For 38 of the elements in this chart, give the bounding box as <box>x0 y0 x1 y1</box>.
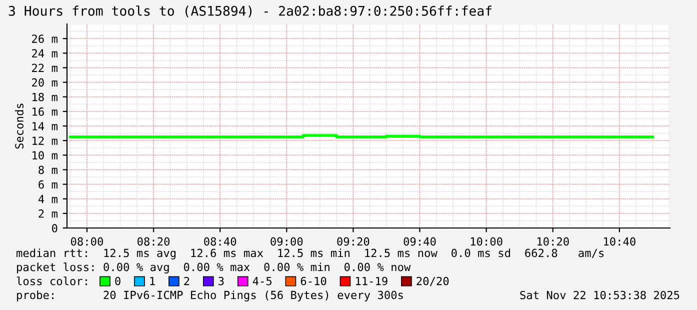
y-axis-title: Seconds <box>14 104 24 149</box>
legend-label: 6-10 <box>300 276 326 286</box>
text: Sat Nov 22 10:53:38 2025 <box>520 290 680 300</box>
y-tick-label: 4 m <box>38 195 58 204</box>
y-tick-label: 16 m <box>32 107 58 116</box>
y-tick-label: 26 m <box>32 34 58 43</box>
y-tick-label: 0 <box>52 224 58 232</box>
y-tick-label: 6 m <box>38 180 58 189</box>
x-tick-label: 09:20 <box>337 237 370 246</box>
x-tick-label: 10:00 <box>470 237 502 246</box>
legend-label: 2 <box>184 276 190 286</box>
x-tick-label: 09:40 <box>404 237 436 246</box>
legend-label: 0 <box>115 276 120 286</box>
legend-label: 20/20 <box>416 276 449 286</box>
y-tick-label: 8 m <box>38 166 58 174</box>
y-tick-label: 20 m <box>32 78 58 87</box>
text: packet loss: 0.00 % avg 0.00 % max 0.00 % min 0.00 % now <box>17 262 411 274</box>
x-tick-label: 10:20 <box>537 237 569 246</box>
y-tick-label: 24 m <box>32 49 58 58</box>
y-tick-label: 14 m <box>32 122 58 130</box>
legend-label: 4-5 <box>252 276 272 286</box>
text: median rtt: 12.5 ms avg 12.6 ms max 12.5 ms min 12.5 ms now 0.0 ms sd 662.8 am/s <box>16 248 604 260</box>
x-tick-label: 10:40 <box>604 237 636 246</box>
y-tick-label: 10 m <box>32 151 58 160</box>
y-tick-label: 12 m <box>32 136 58 145</box>
y-tick-label: 22 m <box>32 64 58 72</box>
legend-title: loss color: <box>16 276 87 286</box>
chart-title: 3 Hours from tools to (AS15894) - 2a02:ba8:97:0:250:56ff:feaf <box>8 6 492 18</box>
legend-label: 1 <box>150 276 155 286</box>
x-tick-label: 09:00 <box>270 237 303 246</box>
y-tick-label: 18 m <box>32 92 58 102</box>
y-tick-label: 2 m <box>38 209 58 218</box>
x-tick-label: 08:20 <box>138 237 170 246</box>
legend-label: 11-19 <box>356 276 388 286</box>
x-tick-label: 08:00 <box>70 237 103 246</box>
x-tick-label: 08:40 <box>204 237 236 246</box>
text: probe: 20 IPv6-ICMP Echo Pings (56 Bytes) every 300s <box>17 290 403 302</box>
legend-label: 3 <box>218 276 224 286</box>
